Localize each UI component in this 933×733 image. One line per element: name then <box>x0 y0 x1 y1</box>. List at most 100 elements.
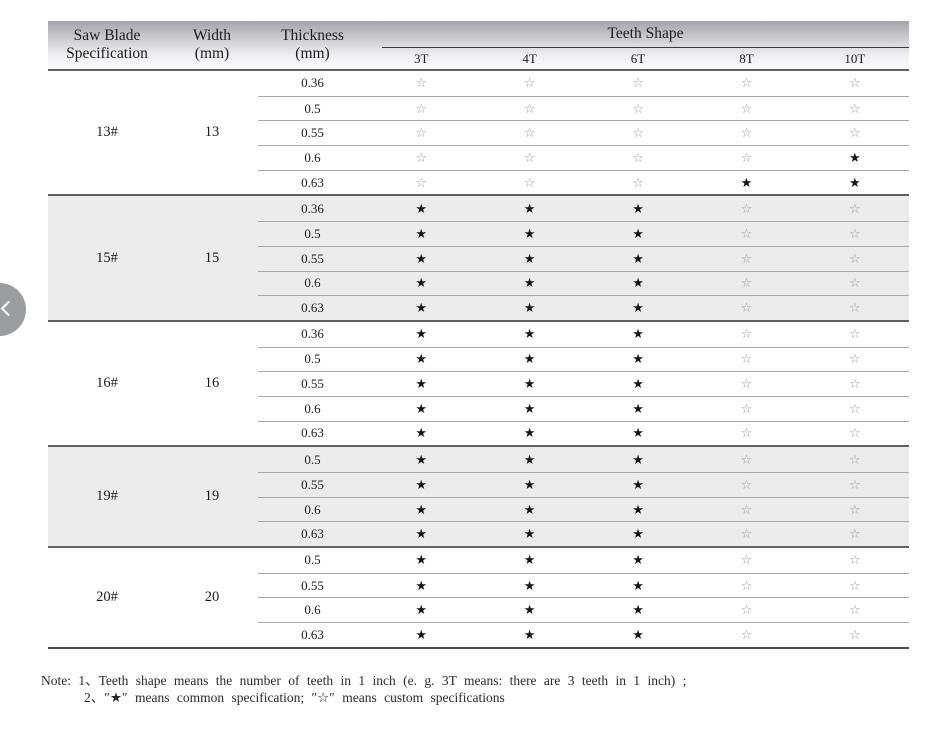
teeth-cell: ☆ <box>692 250 800 268</box>
star-filled-icon: ★ <box>523 553 536 569</box>
star-filled-icon: ★ <box>523 401 536 417</box>
star-outline-icon: ☆ <box>849 201 861 217</box>
teeth-cell: ☆ <box>692 200 800 218</box>
thickness-cell: 0.5 <box>304 552 321 568</box>
table-row: 0.6 ★ ★ ★ ☆ ☆ <box>258 395 909 421</box>
teeth-cell: ☆ <box>692 424 800 442</box>
star-outline-icon: ☆ <box>740 352 753 368</box>
star-filled-icon: ★ <box>523 377 536 393</box>
table-row: 0.36 ★ ★ ★ ☆ ☆ <box>258 322 909 347</box>
teeth-cell: ★ <box>475 250 583 268</box>
star-outline-icon: ☆ <box>849 578 861 594</box>
teeth-cell: ☆ <box>692 225 800 243</box>
star-filled-icon: ★ <box>632 251 644 267</box>
thickness-cell: 0.55 <box>301 476 324 492</box>
thickness-cell: 0.36 <box>301 200 324 216</box>
thickness-cell: 0.55 <box>301 577 324 593</box>
spec-block-15: 15# 15 0.36 ★ ★ ★ ☆ ☆ 0.5 ★ ★ ★ ☆ ☆ 0.55 ★ ★ ★ ☆ ☆ 0.6 ★ ★ ★ ☆ ☆ 0… <box>48 194 909 320</box>
teeth-cell: ★ <box>475 225 583 243</box>
star-outline-icon: ☆ <box>740 126 753 142</box>
star-filled-icon: ★ <box>523 452 536 468</box>
teeth-cell: ★ <box>475 400 583 418</box>
teeth-cell: ☆ <box>692 299 800 317</box>
spec-cell: 20# <box>96 588 118 605</box>
star-outline-icon: ☆ <box>415 76 428 92</box>
teeth-cell: ☆ <box>801 476 909 494</box>
star-filled-icon: ★ <box>523 276 536 292</box>
teeth-cell: ☆ <box>475 100 583 118</box>
teeth-cell: ☆ <box>801 551 909 569</box>
teeth-cell: ☆ <box>367 149 475 167</box>
spec-cell: 19# <box>96 488 118 505</box>
teeth-cell: ☆ <box>801 501 909 519</box>
star-filled-icon: ★ <box>523 627 536 643</box>
note-line-1: Note: 1、Teeth shape means the number of … <box>41 673 906 690</box>
width-cell: 16 <box>204 375 220 392</box>
star-outline-icon: ☆ <box>740 276 753 292</box>
star-outline-icon: ☆ <box>849 477 861 493</box>
star-outline-icon: ☆ <box>632 76 644 92</box>
table-row: 0.5 ★ ★ ★ ☆ ☆ <box>258 447 909 472</box>
teeth-cell: ★ <box>367 375 475 393</box>
thickness-cell: 0.5 <box>304 100 321 116</box>
star-outline-icon: ☆ <box>849 553 861 569</box>
star-outline-icon: ☆ <box>849 276 861 292</box>
teeth-cell: ☆ <box>584 124 692 142</box>
star-outline-icon: ☆ <box>849 101 861 117</box>
note-label: Note: <box>41 673 71 688</box>
star-outline-icon: ☆ <box>849 401 861 417</box>
teeth-cell: ★ <box>584 451 692 469</box>
header-teeth-shape-group: Teeth Shape 3T 4T 6T 8T 10T <box>367 21 909 69</box>
teeth-cell: ★ <box>475 200 583 218</box>
star-filled-icon: ★ <box>415 251 428 267</box>
star-outline-icon: ☆ <box>740 76 753 92</box>
star-outline-icon: ☆ <box>740 502 753 518</box>
teeth-cell: ☆ <box>584 74 692 92</box>
thickness-cell: 0.55 <box>301 376 324 392</box>
thickness-rows: 0.36 ☆ ☆ ☆ ☆ ☆ 0.5 ☆ ☆ ☆ ☆ ☆ 0.55 ☆ ☆ ☆ ☆ ☆ 0.6 ☆ ☆ ☆ ☆ ★ 0.63 ☆ ☆… <box>258 71 909 194</box>
star-filled-icon: ★ <box>632 377 644 393</box>
teeth-cell: ☆ <box>801 100 909 118</box>
star-outline-icon: ☆ <box>849 627 861 643</box>
spec-block-13: 13# 13 0.36 ☆ ☆ ☆ ☆ ☆ 0.5 ☆ ☆ ☆ ☆ ☆ 0.55 ☆ ☆ ☆ ☆ ☆ 0.6 ☆ ☆ ☆ ☆ ★ 0… <box>48 71 909 194</box>
carousel-prev-button[interactable] <box>0 283 26 336</box>
teeth-cell: ☆ <box>692 149 800 167</box>
header-col-4t: 4T <box>522 50 537 66</box>
star-filled-icon: ★ <box>415 377 428 393</box>
teeth-cell: ☆ <box>692 577 800 595</box>
table-row: 0.63 ★ ★ ★ ☆ ☆ <box>258 622 909 647</box>
star-filled-icon: ★ <box>632 502 644 518</box>
star-outline-icon: ☆ <box>849 502 861 518</box>
header-teeth-columns: 3T 4T 6T 8T 10T <box>367 48 909 69</box>
table-row: 0.5 ★ ★ ★ ☆ ☆ <box>258 346 909 372</box>
thickness-cell: 0.55 <box>301 250 324 266</box>
star-outline-icon: ☆ <box>415 101 428 117</box>
chevron-left-icon <box>0 300 17 317</box>
teeth-cell: ☆ <box>692 274 800 292</box>
teeth-cell: ★ <box>584 225 692 243</box>
teeth-cell: ☆ <box>801 325 909 343</box>
star-outline-icon: ☆ <box>523 76 536 92</box>
saw-blade-spec-table: Saw Blade Specification Width (mm) Thick… <box>48 21 909 649</box>
star-outline-icon: ☆ <box>849 377 861 393</box>
teeth-cell: ☆ <box>692 375 800 393</box>
star-filled-icon: ★ <box>632 352 644 368</box>
teeth-cell: ★ <box>584 424 692 442</box>
header-col-6t: 6T <box>630 50 646 66</box>
teeth-cell: ★ <box>584 375 692 393</box>
teeth-cell: ★ <box>475 274 583 292</box>
teeth-cell: ★ <box>584 551 692 569</box>
thickness-cell: 0.63 <box>301 300 324 316</box>
table-row: 0.6 ★ ★ ★ ☆ ☆ <box>258 496 909 522</box>
header-col-3t: 3T <box>413 50 429 66</box>
star-filled-icon: ★ <box>632 527 644 543</box>
star-filled-icon: ★ <box>632 477 644 493</box>
teeth-cell: ★ <box>367 601 475 619</box>
star-outline-icon: ☆ <box>849 126 861 142</box>
teeth-cell: ★ <box>367 476 475 494</box>
star-outline-icon: ☆ <box>740 327 753 343</box>
teeth-cell: ★ <box>367 577 475 595</box>
star-filled-icon: ★ <box>415 327 428 343</box>
star-filled-icon: ★ <box>415 627 428 643</box>
teeth-cell: ★ <box>475 325 583 343</box>
